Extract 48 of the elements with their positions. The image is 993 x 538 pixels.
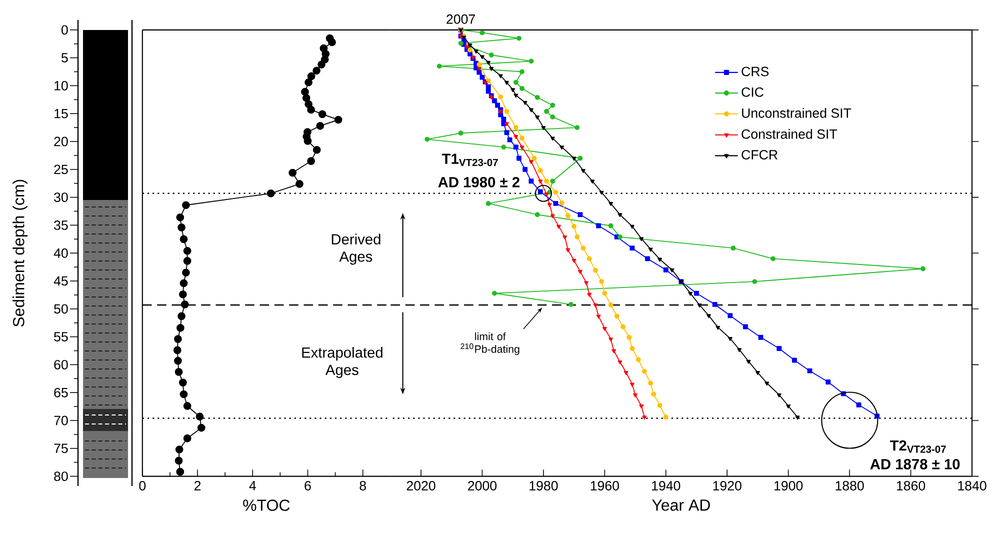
y-axis-title: Sediment depth (cm) — [12, 180, 28, 327]
legend-label: Unconstrained SIT — [742, 108, 852, 118]
y-tick-label: 80 — [54, 472, 68, 482]
annotation: Derived Ages — [332, 234, 380, 265]
legend-label: Constrained SIT — [742, 129, 838, 139]
y-tick-label: 50 — [54, 304, 68, 314]
y-tick-label: 35 — [54, 220, 68, 230]
y-tick-label: 0 — [61, 25, 68, 35]
x-tick-label: 0 — [139, 481, 146, 490]
y-tick-label: 40 — [54, 248, 68, 258]
x-tick-label: 1980 — [530, 481, 558, 490]
annotation: T2$_{VT23-07}$ — [890, 440, 946, 453]
y-tick-label: 65 — [54, 388, 68, 398]
x-tick-label: 1880 — [836, 481, 864, 490]
annotation: limit of $^{210}$Pb-dating — [460, 332, 520, 355]
x-tick-label: 1920 — [713, 481, 742, 490]
legend-label: CFCR — [742, 150, 778, 160]
y-tick-label: 60 — [54, 360, 68, 370]
x-tick-label: 8 — [360, 481, 366, 490]
legend-label: CRS — [742, 66, 769, 76]
annotation: 2007 — [446, 14, 475, 24]
annotation: T1$_{VT23-07}$ — [442, 154, 498, 166]
y-tick-label: 10 — [54, 81, 68, 90]
y-tick-label: 5 — [61, 53, 68, 62]
x-axis-title: Year AD — [652, 500, 710, 511]
annotation: AD 1980 ± 2 — [438, 176, 520, 188]
x-tick-label: 2020 — [406, 481, 436, 490]
x-tick-label: 4 — [249, 481, 256, 490]
legend-label: CIC — [742, 87, 764, 97]
annotation: AD 1878 ± 10 — [870, 458, 960, 470]
x-tick-label: 1840 — [958, 481, 986, 490]
x-tick-label: 2 — [194, 481, 201, 490]
y-tick-label: 55 — [54, 332, 68, 342]
y-tick-label: 15 — [54, 108, 68, 118]
x-tick-label: 1960 — [590, 481, 619, 490]
y-tick-label: 25 — [54, 164, 68, 174]
x-tick-label: 6 — [304, 481, 311, 490]
x-tick-label: 2000 — [468, 481, 497, 490]
y-tick-label: 30 — [54, 192, 68, 202]
x-axis-title: %TOC — [243, 500, 290, 511]
x-tick-label: 1940 — [652, 481, 680, 490]
x-tick-label: 1860 — [896, 481, 926, 490]
y-tick-label: 20 — [54, 136, 68, 146]
y-tick-label: 70 — [54, 416, 68, 426]
y-tick-label: 75 — [54, 444, 68, 454]
x-tick-label: 1900 — [774, 481, 803, 490]
annotation: Extrapolated Ages — [302, 346, 382, 378]
y-tick-label: 45 — [54, 276, 68, 286]
